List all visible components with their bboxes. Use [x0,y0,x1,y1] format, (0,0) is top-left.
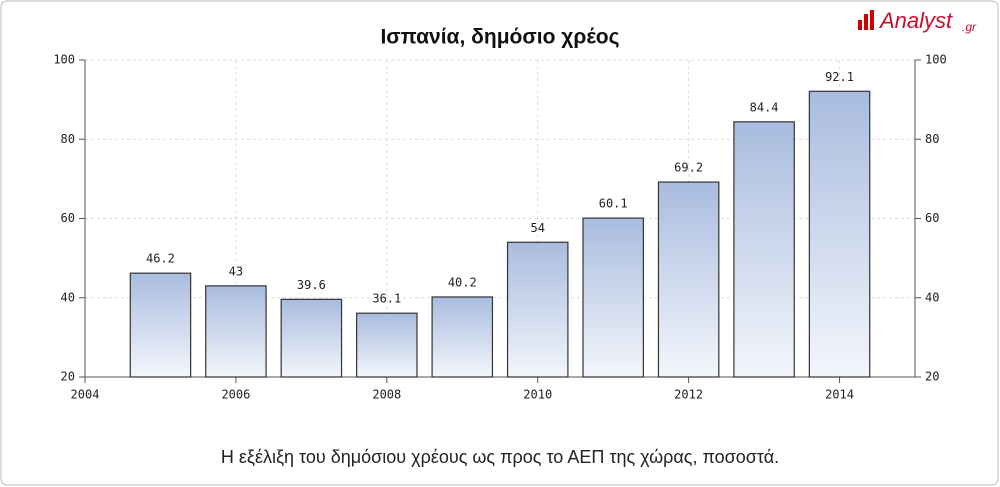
y2-tick-label: 20 [925,370,939,384]
x-tick-label: 2006 [221,388,250,402]
y2-tick-label: 100 [925,53,947,67]
logo-icon [858,20,862,30]
y-tick-label: 40 [61,290,75,304]
bar [506,241,569,378]
x-tick-label: 2014 [825,388,854,402]
data-label: 60.1 [599,197,628,211]
y-tick-label: 80 [61,132,75,146]
chart-title: Ισπανία, δημόσιο χρέος [380,26,619,49]
logo-icon [864,14,868,30]
x-tick-label: 2004 [71,388,100,402]
logo-suffix: .gr [962,20,977,34]
logo-name: Analyst [878,8,953,33]
bar [205,285,267,378]
bar [733,121,795,378]
x-tick-label: 2012 [674,388,703,402]
bar [129,272,192,378]
x-tick-label: 2008 [372,388,401,402]
data-label: 54 [531,221,545,235]
bar [431,296,494,378]
y-tick-label: 100 [53,53,75,67]
data-label: 84.4 [750,100,779,114]
data-label: 36.1 [372,292,401,306]
data-label: 39.6 [297,278,326,292]
y2-tick-label: 40 [925,290,939,304]
data-label: 43 [229,264,243,278]
bar [582,217,644,378]
data-label: 92.1 [825,70,854,84]
bar [356,312,418,378]
logo: Analyst .gr [858,8,977,34]
x-tick-label: 2010 [523,388,552,402]
bar [280,298,343,378]
y2-tick-label: 60 [925,211,939,225]
y-tick-label: 20 [61,370,75,384]
y-tick-label: 60 [61,211,75,225]
y2-tick-label: 80 [925,132,939,146]
bar [808,90,871,378]
data-label: 46.2 [146,252,175,266]
caption: Η εξέλιξη του δημόσιου χρέους ως προς το… [221,447,779,467]
data-label: 69.2 [674,161,703,175]
logo-icon [870,10,874,30]
bar [657,181,720,378]
data-label: 40.2 [448,275,477,289]
